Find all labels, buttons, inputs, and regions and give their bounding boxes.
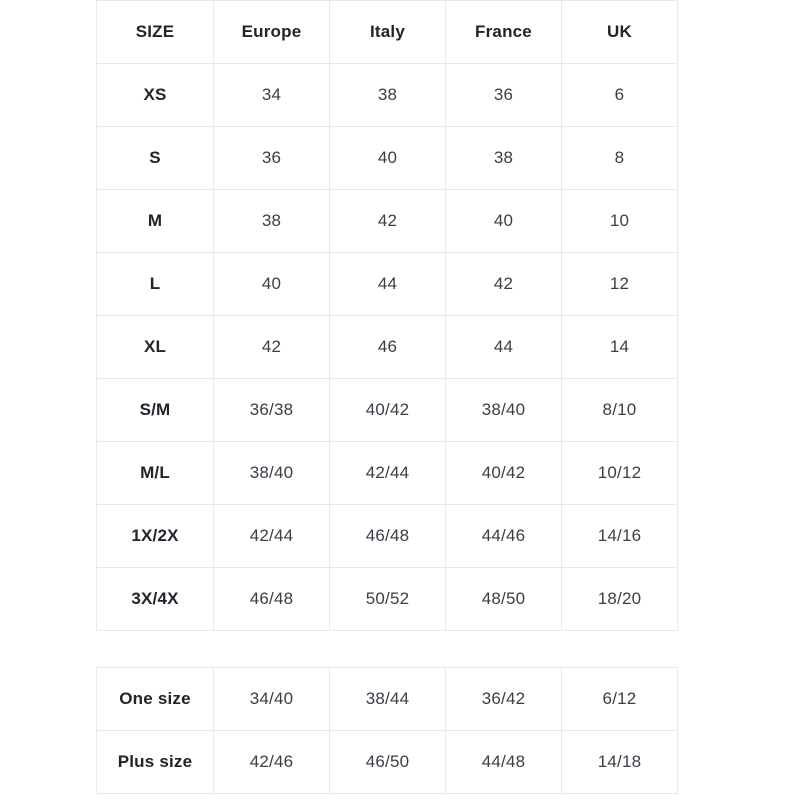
cell-france: 36/42: [445, 667, 562, 731]
table-header: SIZE Europe Italy France UK: [96, 0, 678, 64]
table-row: Plus size 42/46 46/50 44/48 14/18: [96, 730, 678, 794]
row-label: One size: [96, 667, 214, 731]
cell-uk: 14/18: [561, 730, 678, 794]
cell-europe: 34: [213, 63, 330, 127]
row-label: 3X/4X: [96, 567, 214, 631]
size-chart-container: SIZE Europe Italy France UK XS 34 38 36 …: [96, 0, 678, 794]
row-label: Plus size: [96, 730, 214, 794]
cell-france: 38/40: [445, 378, 562, 442]
column-header-europe: Europe: [213, 0, 330, 64]
cell-italy: 40/42: [329, 378, 446, 442]
cell-europe: 40: [213, 252, 330, 316]
column-header-uk: UK: [561, 0, 678, 64]
cell-uk: 6/12: [561, 667, 678, 731]
cell-italy: 50/52: [329, 567, 446, 631]
cell-france: 42: [445, 252, 562, 316]
cell-france: 36: [445, 63, 562, 127]
cell-france: 44: [445, 315, 562, 379]
table-body: One size 34/40 38/44 36/42 6/12 Plus siz…: [96, 667, 678, 794]
cell-uk: 10/12: [561, 441, 678, 505]
table-row: S/M 36/38 40/42 38/40 8/10: [96, 378, 678, 442]
cell-europe: 36/38: [213, 378, 330, 442]
table-body: XS 34 38 36 6 S 36 40 38 8 M 38 42 40 10: [96, 63, 678, 631]
table-separator-gap: [96, 631, 678, 667]
column-header-france: France: [445, 0, 562, 64]
cell-france: 40/42: [445, 441, 562, 505]
cell-italy: 46/50: [329, 730, 446, 794]
cell-europe: 46/48: [213, 567, 330, 631]
cell-italy: 46: [329, 315, 446, 379]
cell-italy: 44: [329, 252, 446, 316]
cell-italy: 40: [329, 126, 446, 190]
cell-uk: 8/10: [561, 378, 678, 442]
row-label: M: [96, 189, 214, 253]
row-label: L: [96, 252, 214, 316]
row-label: XS: [96, 63, 214, 127]
cell-europe: 42: [213, 315, 330, 379]
cell-uk: 12: [561, 252, 678, 316]
cell-france: 48/50: [445, 567, 562, 631]
header-row: SIZE Europe Italy France UK: [96, 0, 678, 64]
cell-uk: 14/16: [561, 504, 678, 568]
cell-france: 44/48: [445, 730, 562, 794]
row-label: XL: [96, 315, 214, 379]
cell-europe: 38: [213, 189, 330, 253]
table-row: XS 34 38 36 6: [96, 63, 678, 127]
table-row: One size 34/40 38/44 36/42 6/12: [96, 667, 678, 731]
cell-uk: 8: [561, 126, 678, 190]
table-row: 1X/2X 42/44 46/48 44/46 14/16: [96, 504, 678, 568]
cell-italy: 46/48: [329, 504, 446, 568]
table-row: 3X/4X 46/48 50/52 48/50 18/20: [96, 567, 678, 631]
table-row: M 38 42 40 10: [96, 189, 678, 253]
table-row: M/L 38/40 42/44 40/42 10/12: [96, 441, 678, 505]
cell-uk: 18/20: [561, 567, 678, 631]
row-label: M/L: [96, 441, 214, 505]
cell-europe: 42/44: [213, 504, 330, 568]
cell-europe: 42/46: [213, 730, 330, 794]
table-row: L 40 44 42 12: [96, 252, 678, 316]
row-label: 1X/2X: [96, 504, 214, 568]
cell-europe: 38/40: [213, 441, 330, 505]
cell-italy: 38: [329, 63, 446, 127]
row-label: S/M: [96, 378, 214, 442]
cell-uk: 14: [561, 315, 678, 379]
general-sizes-table: One size 34/40 38/44 36/42 6/12 Plus siz…: [96, 667, 678, 794]
cell-europe: 34/40: [213, 667, 330, 731]
cell-europe: 36: [213, 126, 330, 190]
row-label: S: [96, 126, 214, 190]
cell-uk: 6: [561, 63, 678, 127]
cell-italy: 42/44: [329, 441, 446, 505]
table-row: S 36 40 38 8: [96, 126, 678, 190]
table-row: XL 42 46 44 14: [96, 315, 678, 379]
cell-italy: 42: [329, 189, 446, 253]
cell-uk: 10: [561, 189, 678, 253]
cell-france: 44/46: [445, 504, 562, 568]
column-header-italy: Italy: [329, 0, 446, 64]
cell-france: 40: [445, 189, 562, 253]
size-conversion-table: SIZE Europe Italy France UK XS 34 38 36 …: [96, 0, 678, 631]
cell-france: 38: [445, 126, 562, 190]
column-header-size: SIZE: [96, 0, 214, 64]
cell-italy: 38/44: [329, 667, 446, 731]
